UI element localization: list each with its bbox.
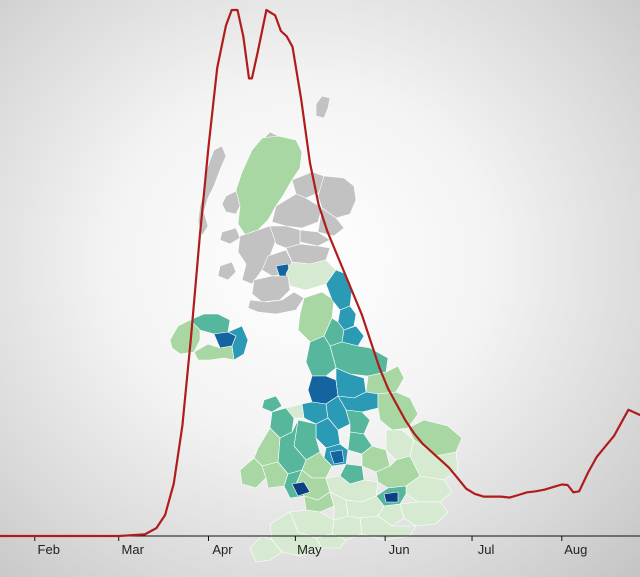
x-tick-label-mar: Mar [122, 542, 145, 557]
mull-region [219, 227, 241, 245]
ni-south-region [193, 343, 235, 361]
south-england-regions [249, 491, 449, 563]
x-tick-label-jul: Jul [478, 542, 495, 557]
kent-region [399, 501, 449, 527]
x-tick-label-feb: Feb [38, 542, 60, 557]
ayrshire-region [251, 275, 291, 303]
birmingham-region [329, 449, 345, 465]
northumberland-region [325, 269, 353, 311]
cambridgeshire-region [385, 429, 415, 461]
sussex-region [359, 515, 417, 541]
lincolnshire-region [377, 391, 419, 431]
nottinghamshire-region [345, 409, 371, 435]
x-axis-tick-labels: Feb Mar Apr May Jun Jul Aug [38, 542, 588, 557]
wales-regions [239, 395, 311, 499]
x-tick-label-aug: Aug [564, 542, 587, 557]
ceredigion-region [253, 427, 281, 467]
flintshire-region [285, 403, 305, 419]
midlands-regions [293, 395, 463, 507]
teesside-region [341, 325, 365, 347]
lancashire-region [305, 335, 337, 377]
angus-region [317, 207, 345, 237]
perth-kinross-region [271, 193, 323, 229]
islay-region [217, 261, 237, 281]
aberdeenshire-region [317, 175, 357, 219]
uk-regional-map [169, 95, 463, 563]
x-tick-label-may: May [297, 542, 322, 557]
x-tick-label-apr: Apr [212, 542, 233, 557]
scotland-islands [197, 95, 331, 281]
series-layer [0, 8, 640, 538]
london-hotspot-region [383, 491, 399, 503]
shetland-region [315, 95, 331, 119]
ni-north-region [189, 313, 231, 335]
dumfries-galloway-region [247, 291, 305, 315]
anglesey-region [261, 395, 283, 413]
highlands-region [235, 135, 303, 237]
cardiff-hotspot-region [291, 481, 311, 497]
x-tick-label-jun: Jun [389, 542, 410, 557]
northern-ireland-regions [169, 313, 249, 361]
north-england-regions [297, 269, 419, 431]
series-line-0 [0, 8, 640, 538]
scotland-regions [235, 135, 357, 315]
